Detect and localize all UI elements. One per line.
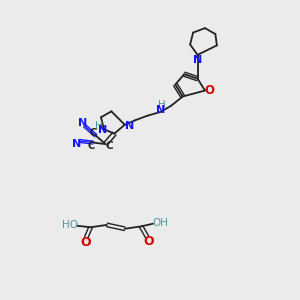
Text: H: H xyxy=(158,100,166,110)
Text: O: O xyxy=(80,236,91,249)
Text: N: N xyxy=(98,125,107,135)
Text: N: N xyxy=(125,121,135,131)
Text: C: C xyxy=(106,141,113,152)
Text: N: N xyxy=(193,55,202,65)
Text: HO: HO xyxy=(62,220,78,230)
Text: N: N xyxy=(156,105,166,115)
Text: C: C xyxy=(90,128,97,138)
Text: C: C xyxy=(88,141,95,151)
Text: N: N xyxy=(78,118,87,128)
Text: OH: OH xyxy=(152,218,168,228)
Text: O: O xyxy=(143,235,154,248)
Text: N: N xyxy=(72,139,81,149)
Text: O: O xyxy=(205,84,215,97)
Text: H: H xyxy=(95,121,103,131)
